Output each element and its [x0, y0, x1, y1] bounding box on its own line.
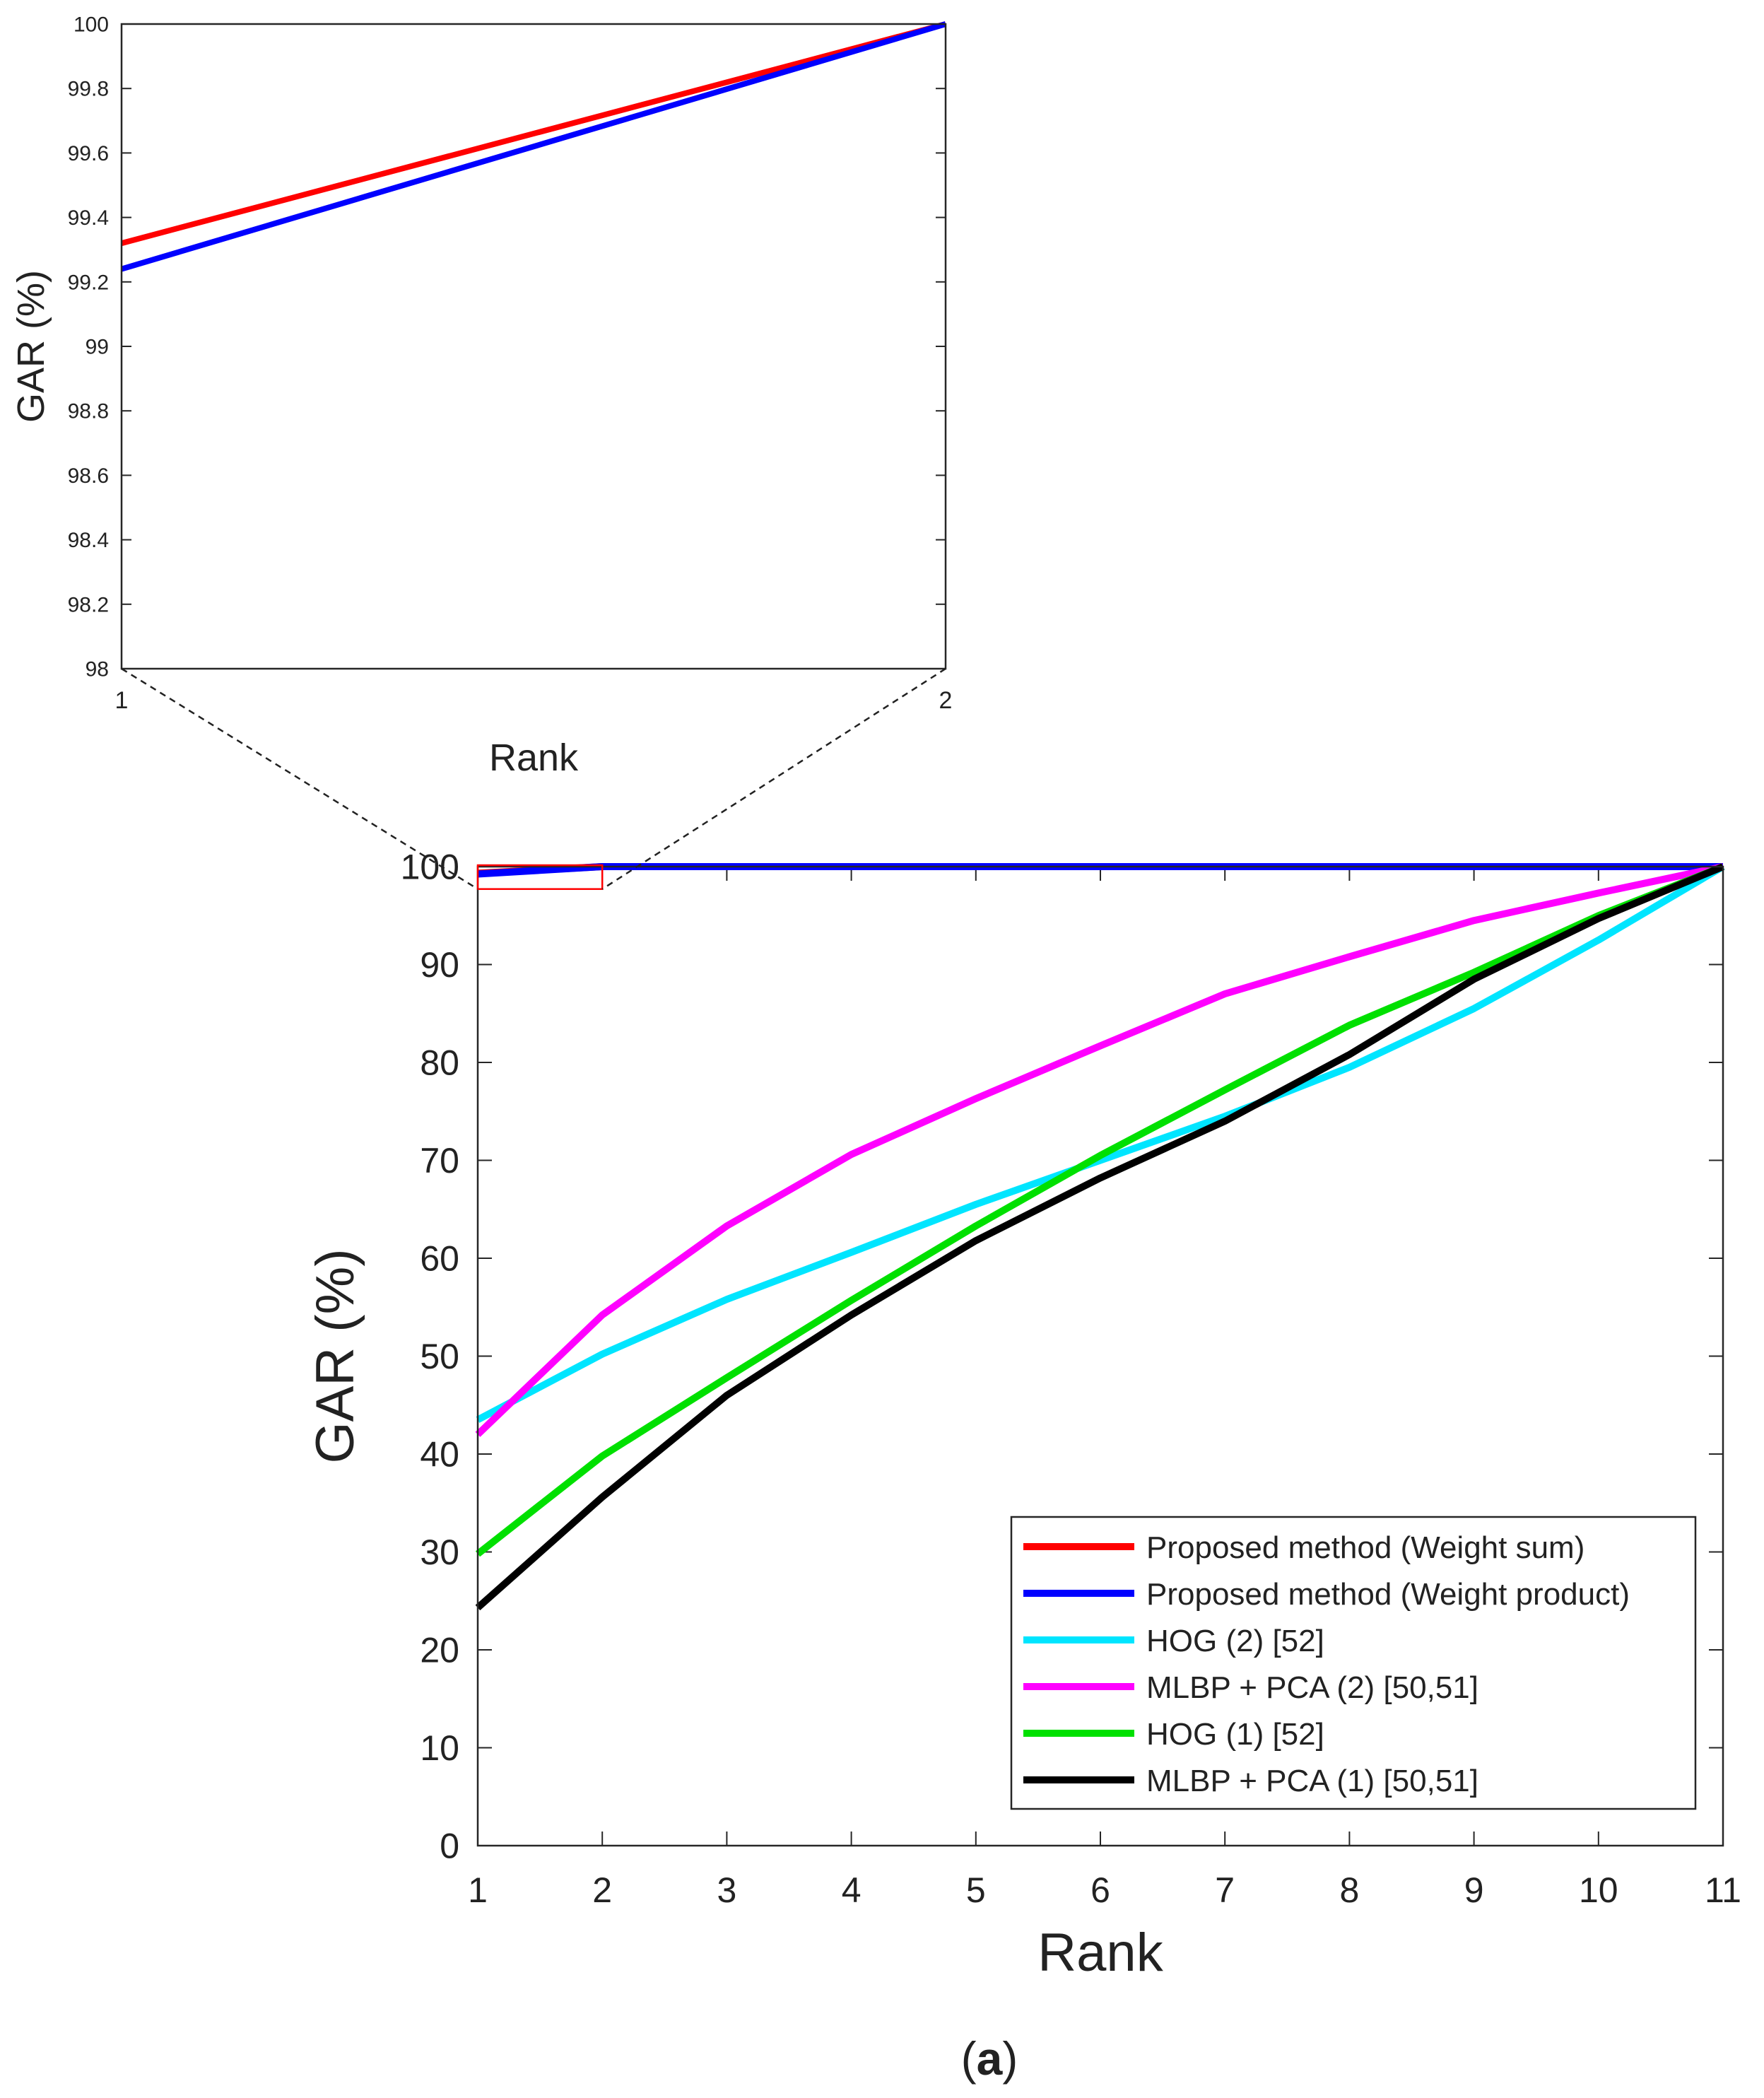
zoom-connector-left: [121, 667, 478, 890]
main-y-tick-label: 90: [420, 945, 459, 985]
main-x-tick-label: 7: [1215, 1870, 1235, 1910]
main-x-tick-label: 4: [842, 1870, 862, 1910]
legend-entry: Proposed method (Weight product): [1023, 1577, 1630, 1612]
main-axes-box: [476, 865, 1724, 1847]
main-y-tick-label: 100: [401, 848, 459, 887]
legend: Proposed method (Weight sum) Proposed met…: [1010, 1516, 1697, 1810]
main-x-tick-label: 10: [1579, 1870, 1618, 1910]
inset-y-tick-label: 99.2: [68, 271, 109, 294]
main-x-tick-label: 3: [717, 1870, 736, 1910]
inset-y-tick-label: 100: [74, 13, 109, 37]
inset-y-tick-label: 99.8: [68, 78, 109, 101]
legend-entry: HOG (1) [52]: [1023, 1717, 1324, 1752]
legend-label: HOG (1) [52]: [1146, 1717, 1324, 1752]
inset-y-tick-label: 98.2: [68, 593, 109, 616]
main-y-tick-label: 10: [420, 1728, 459, 1768]
main-x-tick-label: 11: [1705, 1870, 1741, 1910]
zoom-connectors: [121, 667, 946, 890]
zoom-region-box: [476, 864, 604, 890]
legend-label: Proposed method (Weight sum): [1146, 1530, 1584, 1565]
main-chart: 1 2 3 4 5 6 7 8 9 10 11 0 10 20 30 40 50 60 70 80 90 100 Rank G…: [305, 848, 1741, 1983]
main-y-tick-label: 40: [420, 1435, 459, 1475]
inset-y-tick-label: 98.6: [68, 464, 109, 488]
legend-entry: Proposed method (Weight sum): [1023, 1530, 1584, 1565]
main-x-tick-label: 6: [1090, 1870, 1110, 1910]
main-x-tick-label: 1: [468, 1870, 488, 1910]
caption-label: a: [977, 2032, 1004, 2085]
inset-series-line-1: [120, 21, 947, 272]
inset-plot-area: [122, 24, 946, 669]
main-y-tick-label: 20: [420, 1631, 459, 1670]
main-series-line-4: [475, 863, 1724, 1557]
main-x-tick-label: 9: [1464, 1870, 1484, 1910]
inset-y-axis-label: GAR (%): [10, 270, 52, 423]
legend-entry: HOG (2) [52]: [1023, 1624, 1324, 1658]
main-y-tick-label: 80: [420, 1043, 459, 1083]
legend-label: MLBP + PCA (2) [50,51]: [1146, 1670, 1478, 1705]
main-series-line-5: [475, 863, 1724, 1611]
inset-x-tick-label: 2: [939, 687, 953, 714]
inset-chart: 1 2 98 98.2 98.4 98.6 98.8 99 99.2 99.4 99.6 99.8 10…: [10, 13, 952, 780]
inset-y-tick-label: 99.6: [68, 142, 109, 165]
legend-entry: MLBP + PCA (2) [50,51]: [1023, 1670, 1478, 1705]
inset-y-tick-label: 98.8: [68, 400, 109, 423]
main-x-tick-label: 2: [592, 1870, 612, 1910]
zoom-connector-right: [601, 667, 946, 890]
main-series-line-3: [475, 863, 1724, 1437]
inset-series-line-0: [120, 21, 947, 246]
main-series-line-2: [476, 863, 1725, 1423]
main-y-tick-label: 0: [440, 1827, 459, 1866]
inset-x-tick-label: 1: [115, 687, 129, 714]
caption-open-paren: (: [961, 2032, 977, 2085]
figure-caption: (a): [961, 2032, 1018, 2085]
inset-y-tick-label: 99.4: [68, 206, 109, 230]
main-y-axis-label: GAR (%): [305, 1249, 365, 1464]
legend-label: Proposed method (Weight product): [1146, 1577, 1630, 1612]
legend-label: MLBP + PCA (1) [50,51]: [1146, 1764, 1478, 1798]
legend-entry: MLBP + PCA (1) [50,51]: [1023, 1764, 1478, 1798]
inset-y-tick-label: 98: [86, 658, 109, 681]
main-y-tick-label: 70: [420, 1141, 459, 1180]
main-x-tick-label: 8: [1339, 1870, 1359, 1910]
legend-label: HOG (2) [52]: [1146, 1624, 1324, 1658]
legend-box: [1010, 1516, 1697, 1810]
inset-x-axis-label: Rank: [489, 737, 579, 779]
main-y-tick-label: 60: [420, 1239, 459, 1279]
main-y-tick-label: 50: [420, 1337, 459, 1376]
inset-y-tick-label: 98.4: [68, 529, 109, 552]
inset-axes-box: [120, 23, 947, 670]
inset-y-tick-label: 99: [86, 336, 109, 359]
main-x-axis-label: Rank: [1037, 1923, 1163, 1983]
main-x-tick-label: 5: [966, 1870, 986, 1910]
main-y-tick-label: 30: [420, 1533, 459, 1572]
caption-close-paren: ): [1002, 2032, 1018, 2085]
